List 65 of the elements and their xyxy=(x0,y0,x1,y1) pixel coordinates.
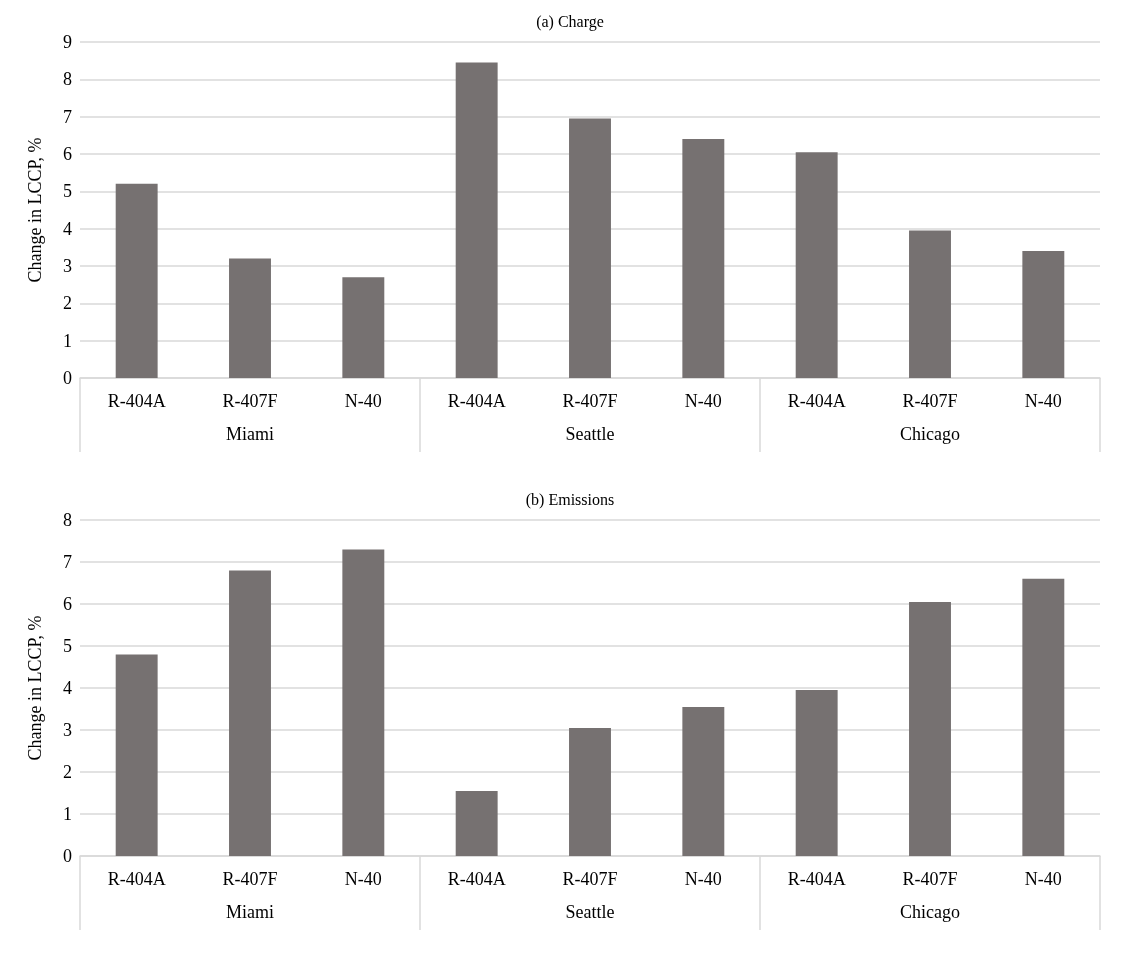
y-tick-label: 7 xyxy=(63,552,72,572)
bar xyxy=(342,549,385,856)
bar xyxy=(115,654,158,856)
x-tick-label: N-40 xyxy=(344,391,382,411)
y-tick-label: 7 xyxy=(63,106,72,127)
bar xyxy=(795,152,838,378)
bar xyxy=(682,139,725,378)
x-tick-label: R-404A xyxy=(447,869,506,889)
y-tick-label: 3 xyxy=(63,256,72,276)
text: Miami xyxy=(226,424,274,444)
bar xyxy=(455,790,498,856)
text: Chicago xyxy=(900,424,960,444)
y-tick-label: 4 xyxy=(63,218,72,239)
x-tick-label: R-407F xyxy=(562,869,618,889)
y-tick-label: 5 xyxy=(63,181,72,202)
x-tick-label: R-407F xyxy=(222,391,278,411)
x-tick-label: N-40 xyxy=(344,869,382,889)
y-tick-label: 5 xyxy=(63,636,72,656)
bar xyxy=(115,183,158,378)
y-axis-title: Change in LCCP, % xyxy=(25,615,45,761)
y-tick-label: 4 xyxy=(63,678,72,698)
chart-title: (a) Charge xyxy=(536,12,604,31)
text: Seattle xyxy=(565,424,615,444)
y-tick-label: 8 xyxy=(63,69,72,90)
x-tick-label: R-407F xyxy=(902,869,958,889)
y-axis-title: Change in LCCP, % xyxy=(25,137,45,283)
bar xyxy=(909,601,951,856)
bar xyxy=(455,62,498,378)
y-tick-label: 6 xyxy=(63,594,72,614)
text: Miami xyxy=(226,902,274,922)
y-tick-label: 1 xyxy=(63,804,72,824)
bar xyxy=(795,690,838,856)
x-tick-label: R-404A xyxy=(447,391,506,411)
x-tick-label: N-40 xyxy=(684,869,722,889)
x-tick-label: N-40 xyxy=(684,391,722,411)
y-tick-label: 0 xyxy=(63,368,72,388)
x-tick-label: R-404A xyxy=(107,391,166,411)
x-tick-label: R-407F xyxy=(902,391,958,411)
x-tick-label: R-404A xyxy=(107,869,166,889)
text: Chicago xyxy=(900,902,960,922)
text: Seattle xyxy=(565,902,615,922)
bar xyxy=(229,258,271,378)
bar xyxy=(569,118,611,378)
bar xyxy=(342,277,385,378)
bar xyxy=(682,706,725,856)
y-tick-label: 2 xyxy=(63,293,72,314)
bar xyxy=(1022,251,1065,378)
bar xyxy=(569,727,611,856)
x-tick-label: N-40 xyxy=(1024,391,1062,411)
bar xyxy=(229,570,271,856)
x-tick-label: R-407F xyxy=(222,869,278,889)
y-tick-label: 2 xyxy=(63,762,72,782)
bar xyxy=(1022,578,1065,856)
x-tick-label: R-407F xyxy=(562,391,618,411)
x-tick-label: N-40 xyxy=(1024,869,1062,889)
y-tick-label: 9 xyxy=(63,32,72,52)
y-tick-label: 8 xyxy=(63,510,72,530)
chart-title: (b) Emissions xyxy=(525,490,615,509)
y-tick-label: 0 xyxy=(63,846,72,866)
y-tick-label: 6 xyxy=(63,144,72,164)
y-tick-label: 1 xyxy=(63,330,72,351)
x-tick-label: R-404A xyxy=(787,869,846,889)
x-tick-label: R-404A xyxy=(787,391,846,411)
bar xyxy=(909,230,951,378)
y-tick-label: 3 xyxy=(63,720,72,740)
